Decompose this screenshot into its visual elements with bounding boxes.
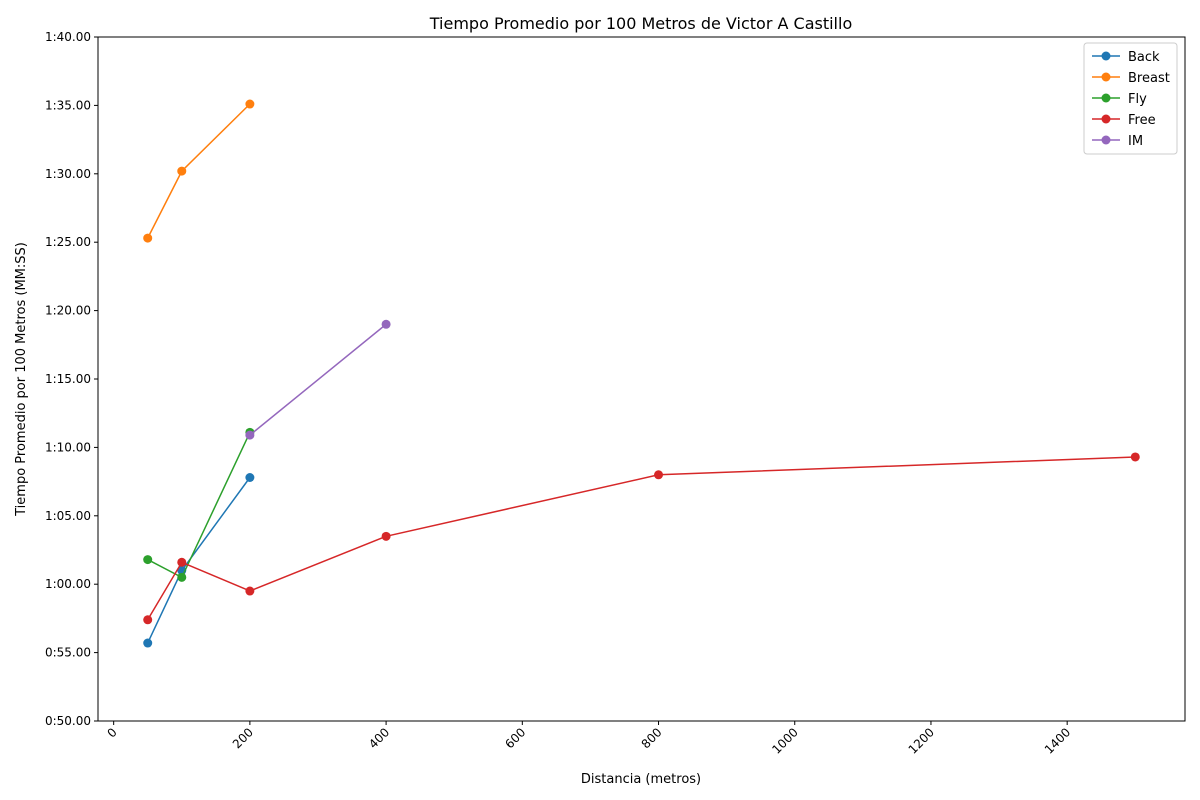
series-lines <box>143 99 1140 648</box>
legend-label-fly: Fly <box>1128 92 1147 107</box>
chart-title: Tiempo Promedio por 100 Metros de Victor… <box>429 14 852 33</box>
y-tick-label: 0:50.00 <box>45 714 91 728</box>
data-point-breast <box>245 99 255 109</box>
data-point-free <box>143 615 153 625</box>
legend-swatch-marker-im <box>1101 135 1111 145</box>
y-tick-label: 1:35.00 <box>45 98 91 112</box>
x-tick-label: 1000 <box>769 725 800 756</box>
y-tick-label: 1:30.00 <box>45 167 91 181</box>
y-tick-label: 1:20.00 <box>45 304 91 318</box>
legend-label-breast: Breast <box>1128 71 1170 86</box>
legend-label-im: IM <box>1128 134 1143 149</box>
data-point-free <box>1130 452 1140 462</box>
series-im <box>245 319 391 440</box>
axes: 0 200 400 600 800 1000 1200 1400 0:50.00 0:55.00 1… <box>45 30 1186 757</box>
y-tick-label: 1:25.00 <box>45 235 91 249</box>
y-axis-label: Tiempo Promedio por 100 Metros (MM:SS) <box>14 242 29 517</box>
data-point-back <box>245 472 255 482</box>
legend-swatch-marker-back <box>1101 51 1111 61</box>
data-point-fly <box>177 572 187 582</box>
series-line-back <box>147 477 251 644</box>
legend-label-back: Back <box>1128 50 1160 65</box>
x-tick-label: 600 <box>502 725 528 751</box>
y-tick-label: 1:05.00 <box>45 509 91 523</box>
data-point-free <box>654 470 664 480</box>
data-point-breast <box>177 166 187 176</box>
data-point-breast <box>143 233 153 243</box>
x-tick-label: 800 <box>639 725 665 751</box>
legend-box <box>1083 42 1178 155</box>
data-point-back <box>143 638 153 648</box>
x-tick-label: 200 <box>230 725 256 751</box>
x-tick-label: 1400 <box>1042 725 1073 756</box>
series-line-fly <box>147 432 251 579</box>
legend-label-free: Free <box>1128 113 1156 128</box>
series-breast <box>143 99 255 243</box>
x-tick-label: 400 <box>366 725 392 751</box>
y-tick-label: 1:10.00 <box>45 440 91 454</box>
y-tick-label: 1:40.00 <box>45 30 91 44</box>
y-tick-label: 1:00.00 <box>45 577 91 591</box>
y-tick-label: 1:15.00 <box>45 372 91 386</box>
series-free <box>143 452 1140 625</box>
series-fly <box>143 427 255 582</box>
series-line-im <box>249 323 387 436</box>
series-line-breast <box>147 103 251 239</box>
series-line-free <box>147 456 1136 621</box>
x-tick-label: 0 <box>104 725 119 740</box>
legend-swatch-marker-fly <box>1101 93 1111 103</box>
data-point-free <box>245 586 255 596</box>
plot-frame <box>97 36 1186 722</box>
series-back <box>143 472 255 648</box>
y-tick-label: 0:55.00 <box>45 646 91 660</box>
x-tick-label: 1200 <box>906 725 937 756</box>
data-point-free <box>381 531 391 541</box>
data-point-free <box>177 557 187 567</box>
data-point-im <box>381 319 391 329</box>
legend-swatch-marker-free <box>1101 114 1111 124</box>
x-axis-label: Distancia (metros) <box>581 772 701 787</box>
data-point-im <box>245 430 255 440</box>
legend: Back Breast Fly Free IM <box>1083 42 1178 155</box>
data-point-fly <box>143 555 153 565</box>
legend-swatch-marker-breast <box>1101 72 1111 82</box>
